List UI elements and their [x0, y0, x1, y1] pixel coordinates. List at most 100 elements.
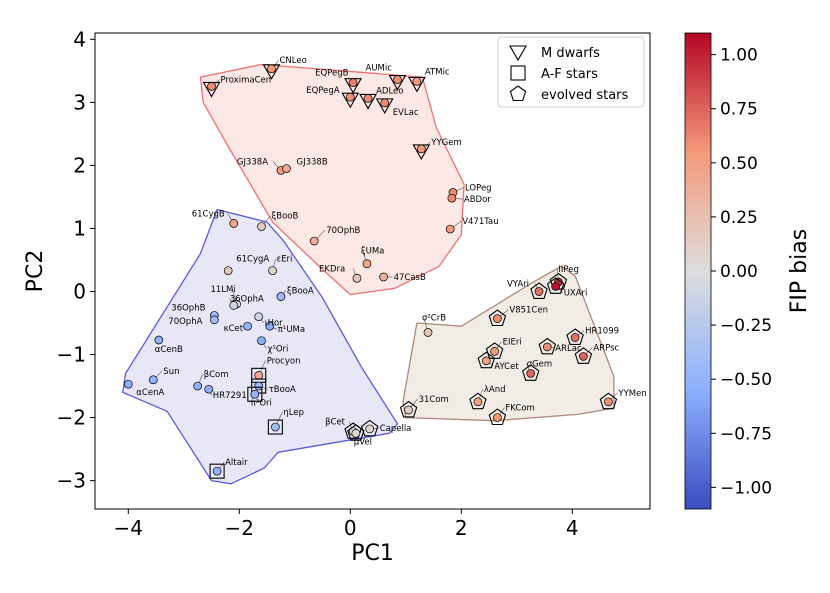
- y-tick-label: 1: [73, 216, 86, 240]
- point-19: [257, 222, 266, 231]
- point-28: [243, 321, 252, 331]
- colorbar-tick-label: 0.75: [720, 100, 758, 120]
- point-label: κCet: [224, 324, 244, 334]
- point-10: [282, 164, 291, 173]
- point-26: [209, 315, 219, 325]
- point-label: ξBooB: [272, 212, 299, 222]
- point-label: ιHor: [265, 319, 283, 329]
- point-57: [488, 408, 507, 426]
- point-label: Procyon: [267, 356, 301, 366]
- point-53: [574, 347, 593, 364]
- point-54: [477, 351, 496, 369]
- point-label: ABDor: [464, 195, 491, 205]
- point-14: [309, 236, 319, 246]
- y-tick-label: 3: [73, 90, 86, 114]
- point-13: [445, 224, 455, 234]
- point-5: [341, 92, 360, 109]
- point-label: βCet: [325, 418, 346, 428]
- point-label: βCom: [204, 370, 229, 380]
- point-18: [229, 219, 239, 228]
- point-label: YYGem: [430, 138, 461, 148]
- point-label: EQPegA: [306, 86, 340, 96]
- point-27: [254, 312, 264, 322]
- point-label: ηLep: [283, 408, 304, 418]
- x-axis-title: PC1: [351, 541, 394, 566]
- point-label: Sun: [163, 367, 179, 377]
- y-tick-label: −3: [57, 469, 86, 493]
- point-label: AUMic: [366, 64, 393, 74]
- point-label: εEri: [277, 255, 293, 265]
- point-31: [154, 335, 164, 345]
- point-35: [204, 384, 214, 394]
- point-46: [530, 282, 548, 299]
- legend-label: M dwarfs: [541, 46, 600, 61]
- point-label: 36OphB: [171, 303, 205, 313]
- group-hull: [199, 63, 465, 296]
- point-label: σ²CrB: [422, 314, 446, 324]
- point-34: [193, 381, 203, 391]
- point-label: ProximaCen: [221, 76, 272, 86]
- colorbar-tick-label: 0.00: [720, 262, 758, 282]
- point-label: 36OphA: [230, 294, 264, 304]
- point-2: [344, 78, 363, 94]
- point-32: [148, 375, 158, 385]
- point-51: [538, 337, 557, 355]
- point-56: [469, 392, 487, 410]
- point-23: [229, 301, 239, 310]
- point-12: [447, 193, 457, 203]
- point-label: VYAri: [507, 280, 529, 290]
- point-0: [202, 81, 221, 98]
- point-49: [488, 309, 507, 327]
- colorbar-tick-label: −0.50: [720, 370, 772, 390]
- point-label: μVel: [354, 437, 372, 447]
- data-points: [123, 64, 618, 479]
- point-label: αCenA: [136, 388, 164, 398]
- point-58: [599, 392, 618, 410]
- point-label: EKDra: [319, 264, 345, 274]
- point-40: [209, 463, 225, 479]
- point-48: [546, 277, 565, 294]
- legend-entry-pentagon: evolved stars: [509, 85, 629, 103]
- point-label: ARLac: [555, 344, 582, 354]
- point-label: τBooA: [269, 385, 296, 395]
- y-tick-label: −2: [57, 406, 86, 430]
- point-label: ARPsc: [593, 343, 619, 353]
- point-label: 61CygA: [236, 255, 269, 265]
- point-label: Capella: [380, 424, 412, 434]
- point-label: Altair: [225, 458, 248, 468]
- point-21: [268, 266, 277, 276]
- point-1: [262, 64, 281, 80]
- point-33: [123, 379, 133, 389]
- point-8: [412, 144, 431, 161]
- colorbar-tick-label: −0.75: [720, 424, 772, 444]
- colorbar-tick-label: −0.25: [720, 316, 772, 336]
- legend: M dwarfs A-F stars evolved stars: [497, 36, 645, 108]
- point-label: αCenB: [155, 345, 183, 355]
- point-label: ξUMa: [361, 247, 385, 257]
- point-7: [375, 98, 394, 114]
- point-16: [379, 272, 388, 282]
- point-label: 70OphA: [168, 317, 202, 327]
- point-39: [267, 419, 283, 435]
- y-tick-label: 4: [73, 27, 86, 51]
- colorbar: 1.00 0.75 0.50 0.25 0.00 −0.25 −0.50 −0.75 −1.00…: [684, 32, 812, 510]
- point-label: 70OphB: [326, 226, 360, 236]
- legend-box: [497, 36, 645, 108]
- point-24: [276, 292, 286, 301]
- colorbar-tick-label: 1.00: [720, 46, 758, 66]
- point-label: GJ338A: [237, 157, 268, 167]
- group-hull: [402, 265, 615, 422]
- point-label: LOPeg: [465, 184, 492, 194]
- point-55: [521, 364, 540, 381]
- x-tick-label: 2: [455, 516, 468, 540]
- point-label: UXAri: [564, 288, 588, 298]
- point-3: [388, 74, 407, 91]
- colorbar-tick-label: 0.25: [720, 208, 758, 228]
- point-44: [423, 328, 433, 337]
- group-hull: [122, 208, 399, 485]
- x-tick-label: −4: [114, 516, 143, 540]
- point-29: [265, 321, 275, 331]
- point-label: HR7291: [213, 391, 247, 401]
- point-label: YYMen: [617, 389, 646, 399]
